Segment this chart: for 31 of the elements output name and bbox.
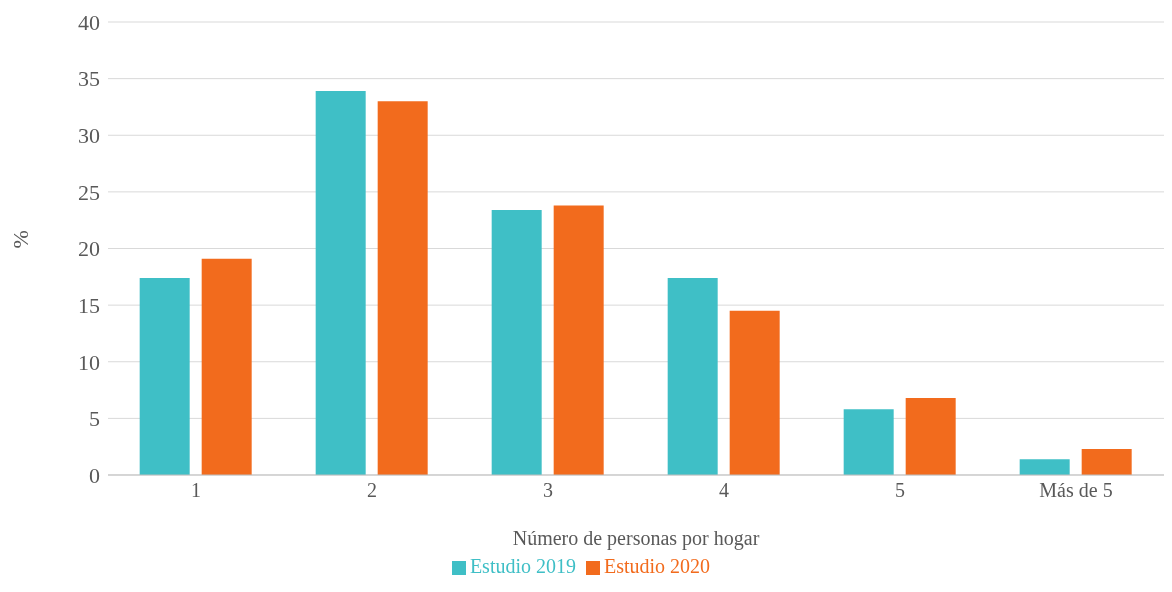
x-tick-label: 4 [719, 479, 729, 502]
bar [843, 409, 894, 475]
x-tick-label: 5 [895, 479, 905, 502]
x-tick-label: Más de 5 [1039, 479, 1113, 502]
bar [1081, 448, 1132, 475]
y-tick-label: 35 [78, 66, 100, 92]
bar [491, 210, 542, 475]
bar [1019, 459, 1070, 475]
y-tick-label: 30 [78, 123, 100, 149]
y-tick-label: 25 [78, 179, 100, 205]
bar [667, 277, 718, 475]
bar [139, 277, 190, 475]
bar [905, 397, 956, 475]
legend-label: Estudio 2020 [604, 555, 711, 577]
bar [201, 258, 252, 475]
y-tick-label: 0 [89, 462, 100, 488]
legend-label: Estudio 2019 [469, 555, 576, 577]
bar [315, 91, 366, 475]
x-tick-label: 1 [191, 479, 201, 502]
x-tick-label: 3 [543, 479, 553, 502]
bar [553, 205, 604, 475]
x-tick-label: 2 [367, 479, 377, 502]
x-axis-title: Número de personas por hogar [512, 527, 760, 550]
y-tick-label: 20 [78, 236, 100, 262]
y-tick-label: 40 [78, 9, 100, 35]
y-tick-label: 5 [89, 406, 100, 432]
bar [377, 101, 428, 475]
bar [729, 310, 780, 475]
y-axis-title: % [7, 230, 33, 249]
y-tick-label: 10 [78, 349, 100, 375]
y-tick-label: 15 [78, 292, 100, 318]
